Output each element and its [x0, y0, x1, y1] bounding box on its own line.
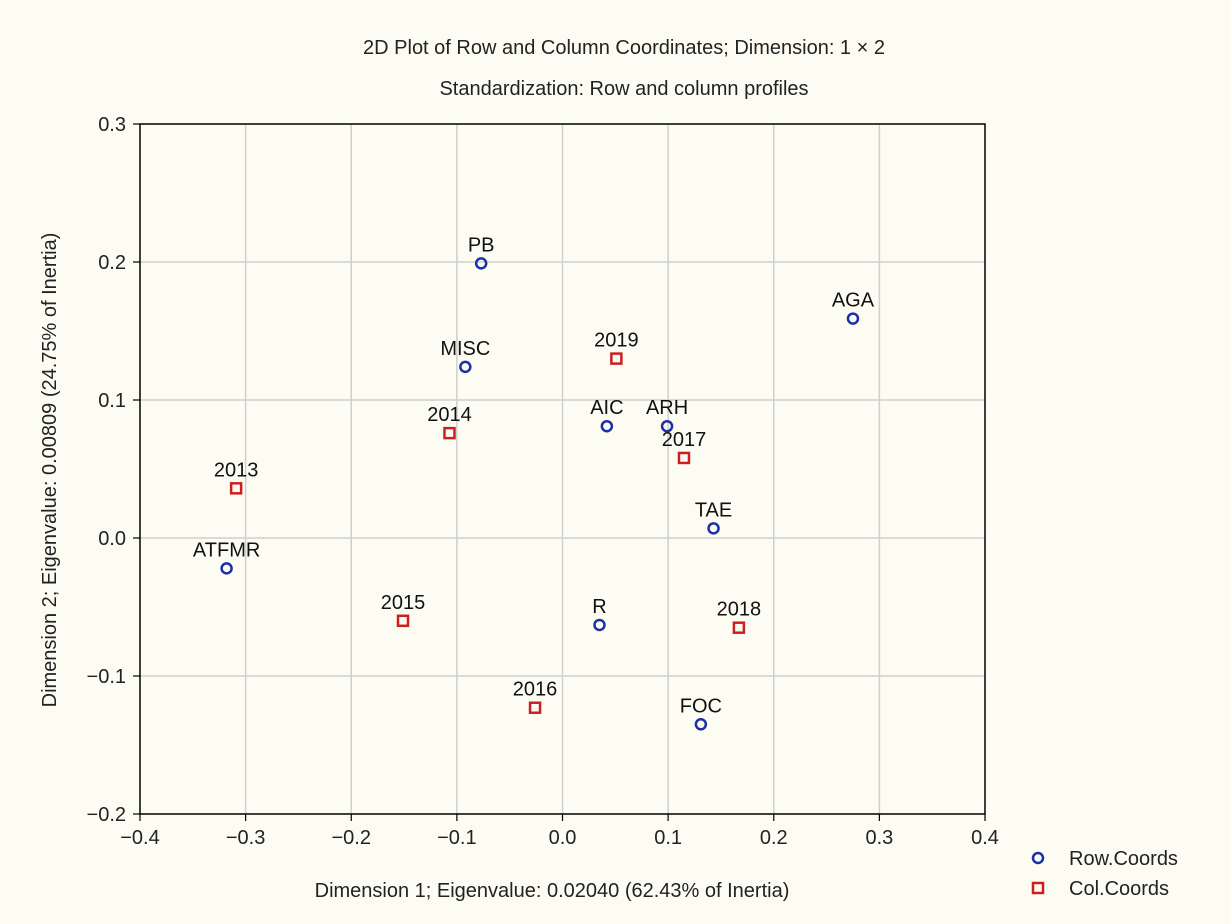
- point-label: PB: [468, 234, 495, 256]
- y-axis-label: Dimension 2; Eigenvalue: 0.00809 (24.75%…: [39, 233, 61, 708]
- y-tick-label: 0.3: [98, 114, 126, 136]
- row-point-r: [593, 618, 606, 632]
- point-label: R: [592, 596, 606, 618]
- point-label: 2018: [717, 599, 762, 621]
- col-point-2014: [443, 426, 456, 440]
- row-point-misc: [459, 360, 472, 374]
- row-point-tae: [707, 522, 720, 535]
- x-tick-label: −0.2: [332, 827, 371, 849]
- point-label: ARH: [646, 397, 688, 419]
- x-tick-label: 0.2: [760, 827, 788, 849]
- point-label: 2015: [381, 592, 426, 614]
- chart-subtitle: Standardization: Row and column profiles: [439, 78, 808, 100]
- row-point-aga: [846, 312, 860, 325]
- y-tick-label: 0.1: [98, 390, 126, 412]
- point-label: 2013: [214, 459, 259, 481]
- y-tick-label: 0.2: [98, 252, 126, 274]
- point-label: 2016: [513, 679, 558, 701]
- x-tick-label: 0.3: [865, 827, 893, 849]
- y-tick-label: 0.0: [98, 528, 126, 550]
- x-tick-labels: −0.4 −0.3 −0.2 −0.1 0.0 0.1 0.2 0.3 0.4: [120, 814, 999, 849]
- legend-col-label: Col.Coords: [1069, 878, 1169, 900]
- x-tick-label: 0.1: [654, 827, 682, 849]
- point-label: ATFMR: [193, 539, 260, 561]
- row-point-pb: [474, 257, 488, 270]
- row-point-atfmr: [220, 562, 233, 575]
- legend-row-marker: [1031, 851, 1045, 865]
- col-point-2015: [396, 614, 410, 628]
- point-label: AGA: [832, 290, 875, 312]
- point-label: 2017: [662, 429, 707, 451]
- x-axis-label: Dimension 1; Eigenvalue: 0.02040 (62.43%…: [315, 880, 790, 902]
- x-tick-label: 0.0: [549, 827, 577, 849]
- point-label: 2014: [427, 404, 472, 426]
- col-point-2017: [677, 451, 691, 465]
- legend-row-label: Row.Coords: [1069, 848, 1178, 870]
- x-tick-label: −0.4: [120, 827, 159, 849]
- data-points: PB AGA MISC AIC ARH TAE ATFMR R FOC 2019 2014 2017 2…: [193, 234, 875, 731]
- legend-col-marker: [1031, 881, 1045, 895]
- y-tick-label: −0.1: [87, 666, 126, 688]
- x-tick-label: 0.4: [971, 827, 999, 849]
- point-label: TAE: [695, 499, 732, 521]
- point-label: 2019: [594, 330, 639, 352]
- row-point-aic: [600, 419, 614, 433]
- x-tick-label: −0.3: [226, 827, 265, 849]
- col-point-2013: [229, 482, 243, 495]
- legend: Row.Coords Col.Coords: [1031, 848, 1178, 900]
- y-tick-labels: −0.2 −0.1 0.0 0.1 0.2 0.3: [87, 114, 140, 826]
- x-tick-label: −0.1: [437, 827, 476, 849]
- col-point-2016: [528, 701, 542, 714]
- y-tick-label: −0.2: [87, 804, 126, 826]
- chart-title: 2D Plot of Row and Column Coordinates; D…: [363, 37, 885, 59]
- col-point-2019: [610, 352, 623, 365]
- point-label: AIC: [590, 397, 623, 419]
- point-label: FOC: [680, 695, 722, 717]
- row-point-arh: [660, 419, 674, 433]
- row-point-foc: [694, 718, 708, 731]
- grid: [140, 124, 985, 814]
- point-label: MISC: [440, 338, 490, 360]
- col-point-2018: [732, 621, 746, 634]
